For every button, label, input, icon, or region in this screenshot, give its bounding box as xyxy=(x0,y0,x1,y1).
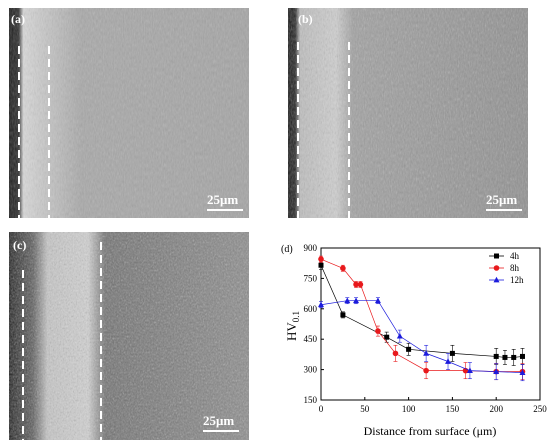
micrograph-panel-c: (c) 25μm xyxy=(9,232,249,440)
chart-panel-label: (d) xyxy=(281,244,293,255)
scale-bar-b xyxy=(486,209,522,211)
data-point-4h xyxy=(502,354,508,360)
data-point-4h xyxy=(340,312,346,318)
legend-label-4h: 4h xyxy=(510,251,520,261)
data-point-12h xyxy=(423,350,430,356)
data-point-12h xyxy=(519,369,526,376)
legend-label-8h: 8h xyxy=(510,263,520,273)
scale-label-b: 25μm xyxy=(486,192,518,207)
data-point-12h xyxy=(493,368,500,375)
y-tick-label: 150 xyxy=(304,395,318,405)
data-point-8h xyxy=(318,256,324,262)
scale-bar-a xyxy=(207,209,243,211)
y-tick-label: 600 xyxy=(304,304,318,314)
x-axis-label: Distance from surface (μm) xyxy=(364,424,497,438)
plot-frame xyxy=(320,247,541,401)
data-point-4h xyxy=(406,346,412,352)
data-point-12h xyxy=(353,297,360,304)
y-tick-label: 900 xyxy=(304,243,318,253)
micrograph-b-image xyxy=(288,8,528,218)
hardness-chart: (d) 150 300 450 600 750 900 0 50 100 150 200 250 H… xyxy=(281,243,547,438)
x-axis-ticks: 0 50 100 150 200 250 xyxy=(319,397,547,414)
micrograph-a-image xyxy=(9,8,249,218)
scale-bar-c xyxy=(203,430,239,432)
data-point-12h xyxy=(466,367,473,374)
y-tick-label: 450 xyxy=(304,334,318,344)
legend-marker-8h xyxy=(493,265,500,271)
data-point-8h xyxy=(357,281,364,288)
data-point-12h xyxy=(396,332,403,339)
y-axis-label: HV0.1 xyxy=(284,311,301,341)
x-tick-label: 100 xyxy=(402,404,416,414)
data-point-4h xyxy=(493,353,499,359)
series-line-12h xyxy=(320,300,523,373)
legend: 4h 8h 12h xyxy=(489,251,524,285)
data-point-4h xyxy=(519,353,525,359)
scale-label-a: 25μm xyxy=(207,192,239,207)
series-12h xyxy=(318,297,526,382)
x-tick-label: 250 xyxy=(533,404,547,414)
data-point-8h xyxy=(392,350,399,357)
data-point-8h xyxy=(423,367,429,374)
data-point-4h xyxy=(384,334,390,340)
panel-label-a: (a) xyxy=(11,12,25,26)
x-tick-label: 150 xyxy=(446,404,460,414)
x-tick-label: 200 xyxy=(489,404,503,414)
x-tick-label: 0 xyxy=(319,404,324,414)
scale-label-c: 25μm xyxy=(203,413,235,428)
x-tick-label: 50 xyxy=(360,404,370,414)
series-line-8h xyxy=(320,258,523,372)
panel-label-c: (c) xyxy=(13,238,27,252)
panel-label-b: (b) xyxy=(298,12,313,26)
series-layer xyxy=(318,255,526,382)
micrograph-panel-a: (a) 25μm xyxy=(9,8,249,218)
data-point-12h xyxy=(374,297,381,304)
data-point-8h xyxy=(353,281,359,288)
data-point-12h xyxy=(318,301,324,308)
micrograph-panel-b: (b) 25μm xyxy=(288,8,528,218)
y-tick-label: 300 xyxy=(304,365,318,375)
data-point-12h xyxy=(445,358,452,364)
data-point-8h xyxy=(340,265,346,272)
legend-marker-12h xyxy=(493,276,500,283)
micrograph-c-image xyxy=(9,232,249,440)
legend-label-12h: 12h xyxy=(510,275,524,285)
data-point-8h xyxy=(375,328,381,334)
y-tick-label: 750 xyxy=(304,273,318,283)
data-point-4h xyxy=(449,350,455,356)
data-point-12h xyxy=(344,297,351,304)
data-point-4h xyxy=(318,262,324,268)
data-point-4h xyxy=(511,354,517,360)
legend-marker-4h xyxy=(494,253,499,259)
